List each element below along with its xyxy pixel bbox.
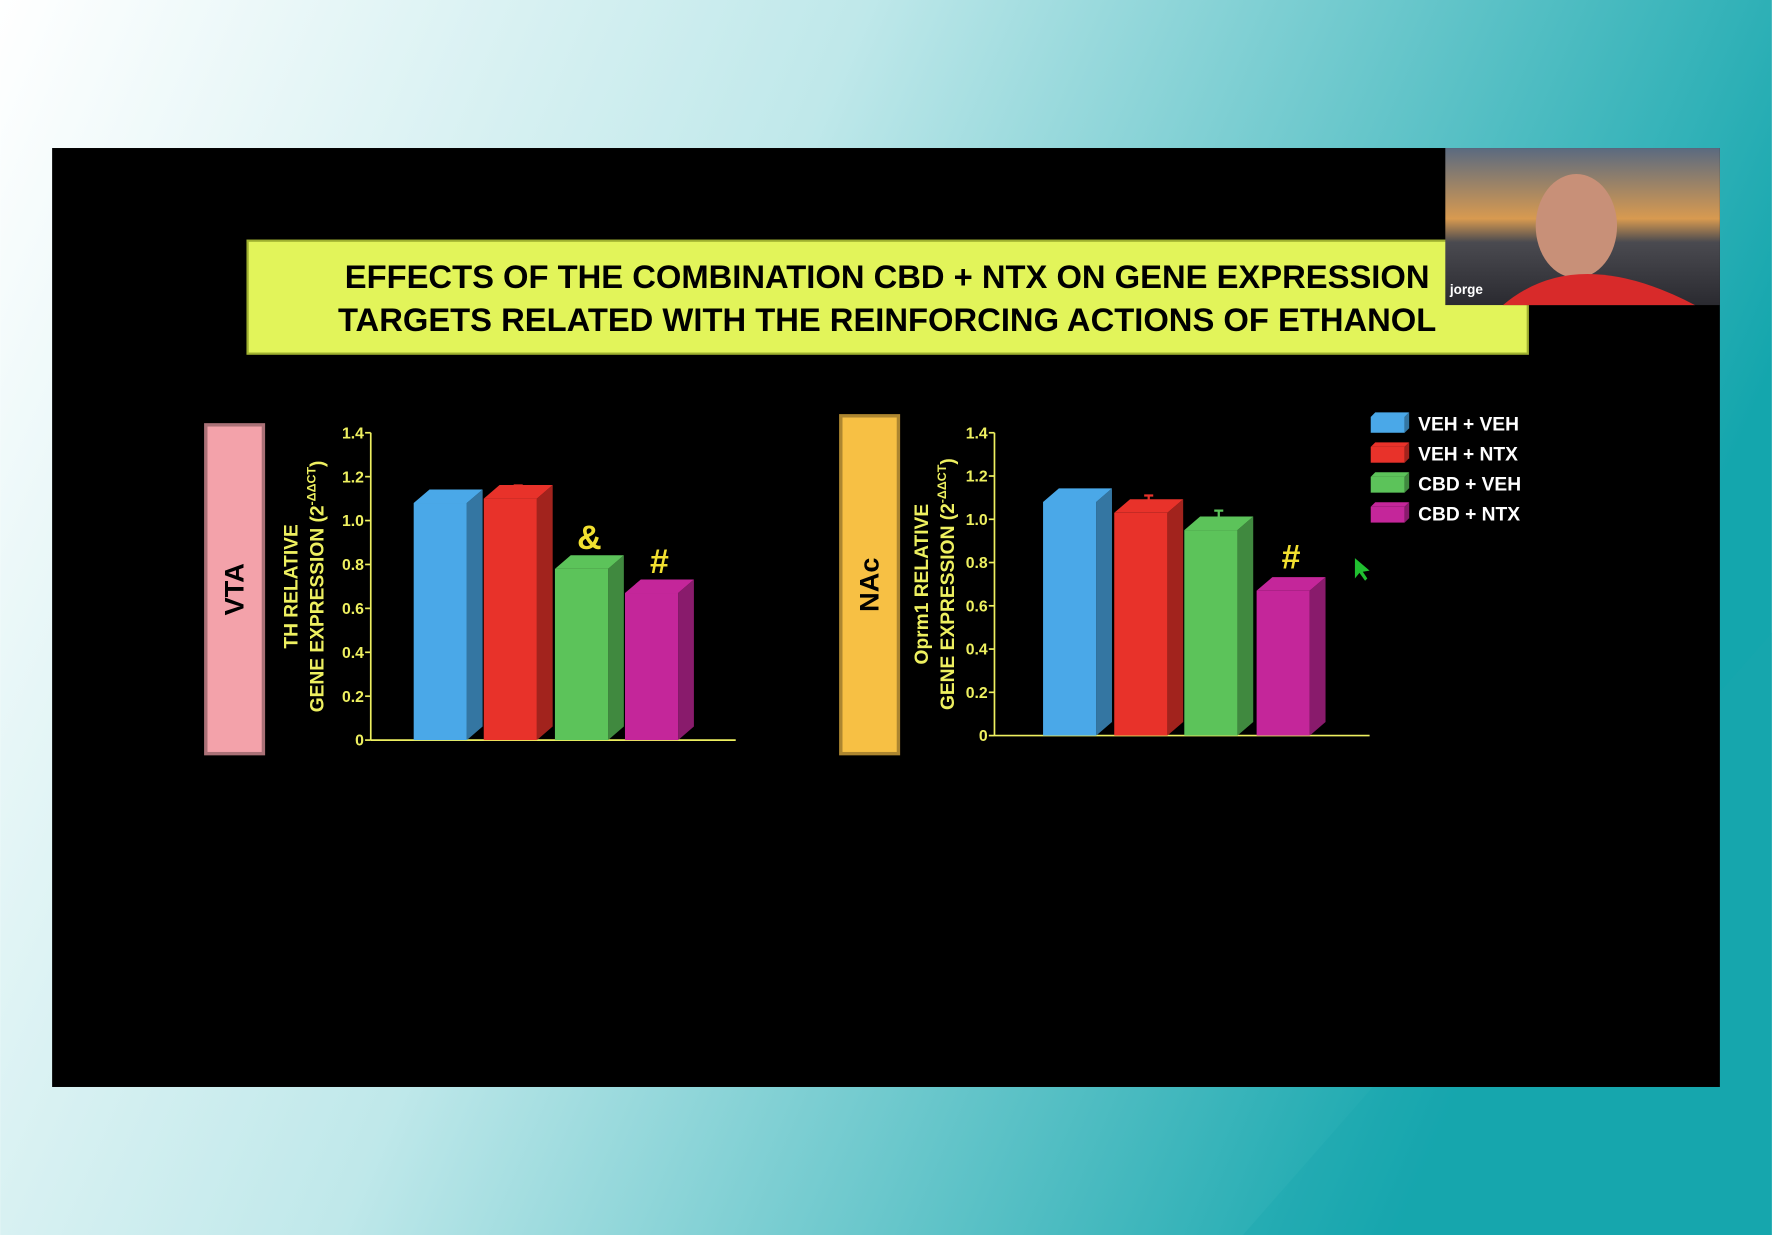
legend-swatch-top — [1370, 472, 1410, 477]
bar — [1184, 530, 1238, 736]
bar — [554, 568, 609, 741]
legend-swatch — [1370, 446, 1405, 463]
webcam-shirt — [1502, 274, 1696, 306]
charts: VTA TH RELATIVE GENE EXPRESSION (2-ΔΔCT)00… — [204, 414, 1370, 756]
y-tick-label: 1.2 — [966, 469, 988, 486]
y-tick-label: 0.6 — [342, 601, 364, 618]
webcam-face — [1535, 174, 1618, 278]
error-bar — [443, 493, 453, 497]
legend-label: VEH + VEH — [1418, 414, 1519, 435]
legend-swatch-side — [1404, 502, 1410, 523]
legend-label: VEH + NTX — [1418, 444, 1518, 465]
significance-mark: # — [650, 543, 669, 581]
bar-side — [1309, 577, 1326, 736]
bar — [413, 503, 467, 741]
legend: VEH + VEH VEH + NTX CBD + VEH CBD + NTX — [1370, 412, 1521, 525]
y-tick-label: 1.2 — [342, 469, 364, 486]
error-bar — [1144, 494, 1154, 507]
bar — [1043, 501, 1097, 736]
region-label: NAc — [854, 558, 885, 612]
legend-swatch — [1370, 506, 1405, 523]
y-tick-label: 1.0 — [966, 512, 988, 529]
title-banner — [246, 239, 1529, 355]
legend-swatch-top — [1370, 442, 1410, 447]
y-tick-label: 1.4 — [966, 425, 988, 442]
bar — [483, 498, 537, 741]
y-axis-label-part: GENE EXPRESSION (2 — [938, 503, 959, 710]
participant-name: jorge — [1449, 282, 1484, 297]
y-axis-label-part: -ΔΔCT — [935, 464, 949, 503]
legend-swatch — [1370, 416, 1405, 433]
y-axis-label: GENE EXPRESSION (2-ΔΔCT) — [304, 461, 328, 713]
y-tick-label: 0.8 — [342, 557, 364, 574]
bar-side — [536, 485, 553, 741]
y-tick-label: 0 — [355, 733, 364, 750]
y-tick-label: 0 — [979, 728, 988, 745]
region-label: VTA — [219, 563, 250, 615]
y-axis-label-part: ) — [307, 461, 328, 467]
region-box — [839, 414, 901, 756]
y-axis-label-part: GENE EXPRESSION (2 — [307, 505, 328, 712]
legend-swatch — [1370, 476, 1405, 493]
y-axis-label-part: ) — [938, 458, 959, 464]
legend-swatch-side — [1404, 412, 1410, 433]
bar-side — [1096, 488, 1112, 736]
bar-side — [678, 579, 694, 741]
y-tick-label: 0.2 — [342, 689, 364, 706]
y-tick-label: 0.4 — [342, 645, 364, 662]
legend-swatch-side — [1404, 442, 1410, 463]
cursor — [1354, 558, 1370, 581]
legend-swatch-side — [1404, 472, 1410, 493]
y-tick-label: 0.8 — [966, 555, 988, 572]
bar-chart: NAc Oprm1 RELATIVE GENE EXPRESSION (2-ΔΔCT… — [839, 414, 1370, 756]
y-tick-label: 0.6 — [966, 598, 988, 615]
bar-side — [1167, 499, 1184, 736]
error-bar — [1214, 509, 1224, 524]
error-bar — [513, 484, 523, 492]
y-tick-label: 0.4 — [966, 642, 988, 659]
legend-label: CBD + NTX — [1418, 504, 1520, 525]
error-bar — [654, 583, 664, 587]
title-line: TARGETS RELATED WITH THE REINFORCING ACT… — [338, 301, 1436, 338]
y-tick-label: 0.2 — [966, 685, 988, 702]
webcam: jorge — [1445, 148, 1720, 306]
legend-swatch-top — [1370, 412, 1410, 417]
title-line: EFFECTS OF THE COMBINATION CBD + NTX ON … — [345, 258, 1430, 295]
y-tick-label: 1.0 — [342, 513, 364, 530]
bar-chart: VTA TH RELATIVE GENE EXPRESSION (2-ΔΔCT) 0 0… — [204, 423, 736, 756]
bar-side — [608, 555, 624, 741]
y-axis-label-part: -ΔΔCT — [304, 467, 318, 506]
y-axis-label: Oprm1 RELATIVE — [912, 504, 933, 665]
bar-side — [466, 489, 483, 741]
bar-side — [1237, 516, 1254, 736]
bar — [1256, 590, 1310, 736]
y-axis-label: TH RELATIVE — [281, 524, 302, 649]
legend-label: CBD + VEH — [1418, 474, 1521, 495]
error-bar — [1286, 578, 1296, 584]
bar — [624, 593, 679, 741]
error-bar — [584, 558, 594, 563]
significance-mark: & — [577, 519, 601, 557]
region-box — [204, 423, 266, 756]
legend-swatch-top — [1370, 502, 1410, 507]
bar — [1114, 512, 1168, 736]
error-bar — [1073, 490, 1083, 496]
significance-mark: # — [1282, 539, 1301, 577]
y-axis-label: GENE EXPRESSION (2-ΔΔCT) — [935, 458, 959, 710]
y-tick-label: 1.4 — [342, 425, 364, 442]
